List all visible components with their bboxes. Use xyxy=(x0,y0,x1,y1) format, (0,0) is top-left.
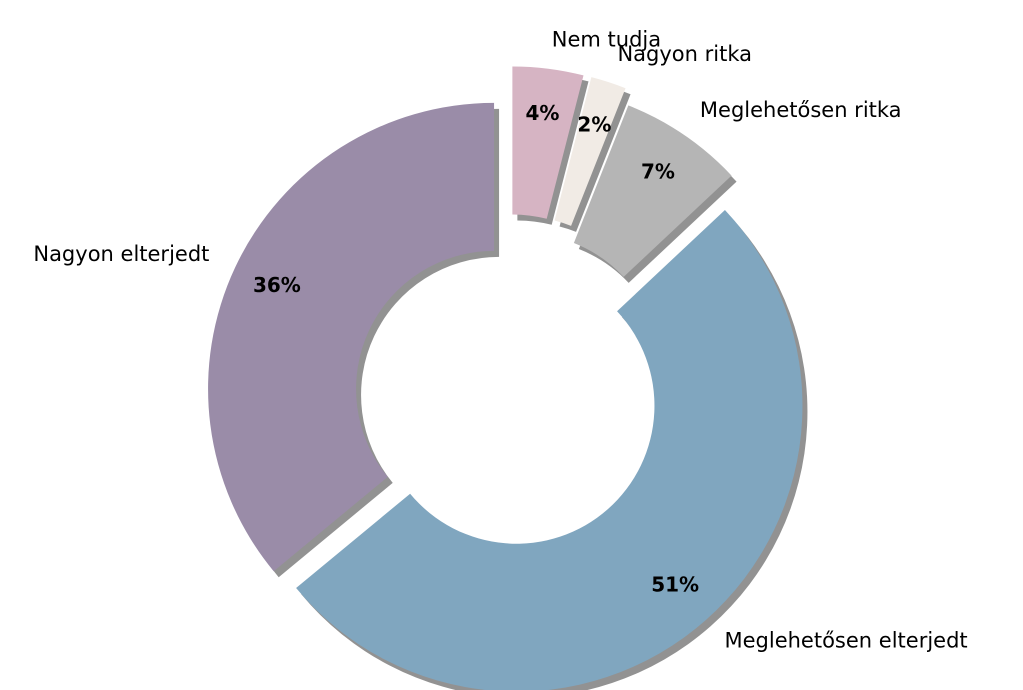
value-label: 4% xyxy=(525,101,559,125)
category-label: Nagyon elterjedt xyxy=(33,242,209,266)
wedge xyxy=(512,66,584,219)
category-label: Meglehetősen ritka xyxy=(700,98,902,122)
category-label: Meglehetősen elterjedt xyxy=(725,629,968,653)
value-label: 51% xyxy=(651,572,699,596)
category-label: Nagyon ritka xyxy=(617,42,752,66)
wedge xyxy=(208,102,495,572)
category-label: Nem tudja xyxy=(552,27,661,51)
value-label: 7% xyxy=(641,159,675,183)
wedge xyxy=(573,105,732,277)
wedge xyxy=(554,77,626,226)
value-label: 2% xyxy=(577,112,611,136)
value-label: 36% xyxy=(253,273,301,297)
wedge xyxy=(296,209,803,690)
